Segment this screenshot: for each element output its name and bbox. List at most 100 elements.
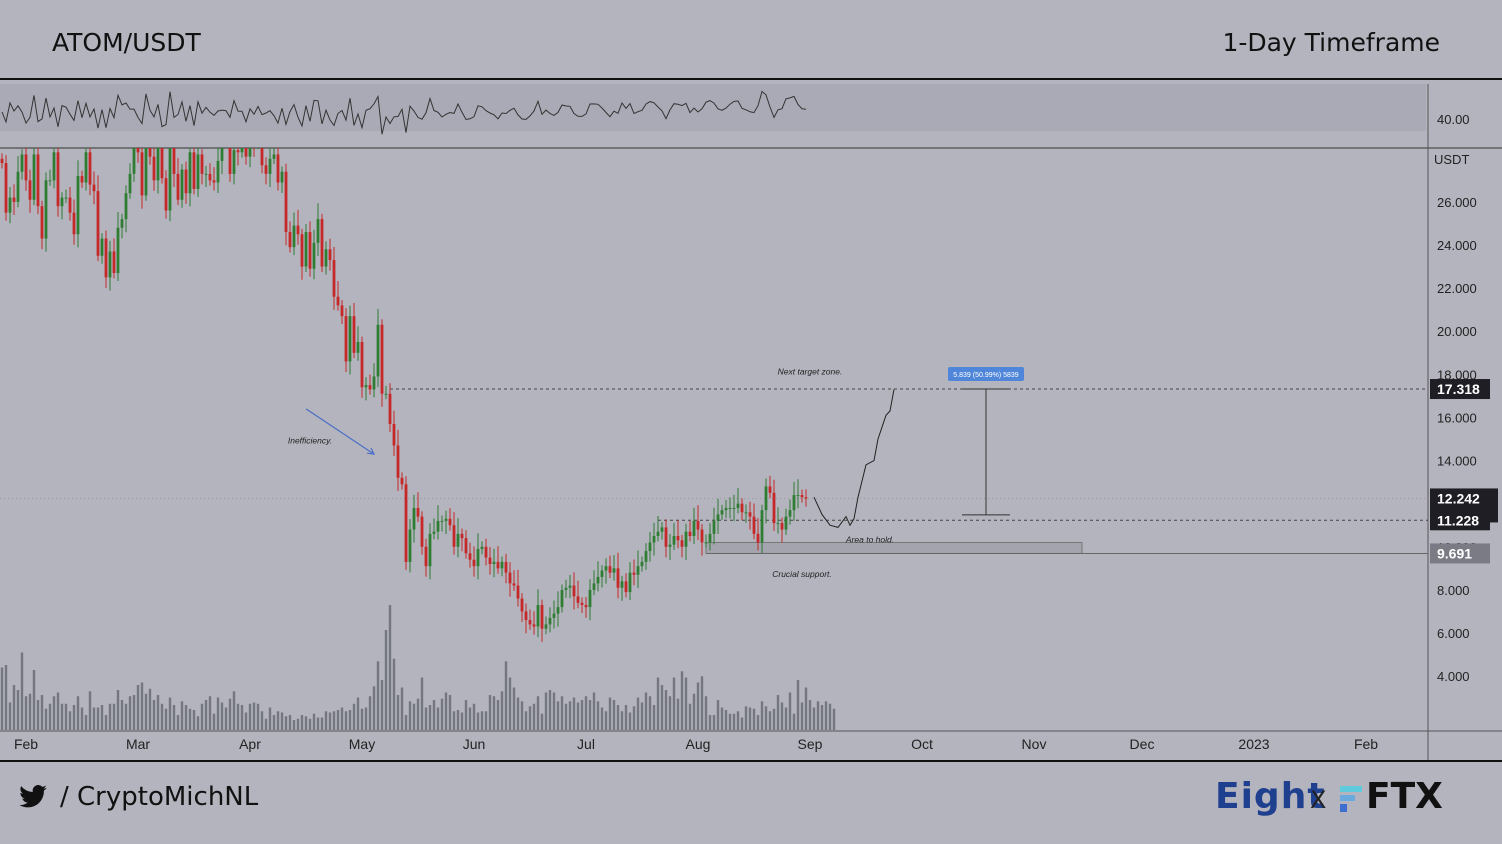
candle-body <box>720 510 724 515</box>
volume-bar <box>796 680 800 730</box>
volume-bar <box>512 687 516 730</box>
volume-bar <box>248 703 252 730</box>
candle-body <box>752 516 756 534</box>
volume-bar <box>596 701 600 730</box>
candle-body <box>452 525 456 547</box>
volume-bar <box>560 696 564 730</box>
candle-body <box>368 385 372 390</box>
volume-bar <box>680 671 684 730</box>
footer-divider <box>0 760 1502 762</box>
volume-bar <box>232 691 236 730</box>
candle-body <box>780 523 784 530</box>
volume-bar <box>236 703 240 730</box>
volume-bar <box>772 708 776 730</box>
candle-body <box>72 212 76 235</box>
volume-bar <box>312 713 316 730</box>
candle-body <box>244 148 248 157</box>
volume-bar <box>80 707 84 730</box>
volume-bar <box>352 703 356 730</box>
candle-body <box>660 527 664 532</box>
candle-body <box>472 559 476 567</box>
volume-bar <box>476 712 480 730</box>
candle-body <box>624 581 628 593</box>
candle-body <box>564 587 568 590</box>
volume-bar <box>276 711 280 730</box>
volume-bar <box>584 696 588 730</box>
candle-body <box>612 568 616 573</box>
volume-bar <box>356 697 360 730</box>
candle-body <box>444 518 448 521</box>
candle-body <box>684 531 688 547</box>
volume-bar <box>784 707 788 730</box>
volume-bar <box>640 702 644 730</box>
annotation-label: Crucial support. <box>772 569 832 579</box>
volume-bar <box>668 696 672 730</box>
volume-bar <box>288 715 292 730</box>
volume-bar <box>496 700 500 730</box>
volume-bar <box>192 710 196 730</box>
volume-bar <box>568 701 572 730</box>
candle-body <box>484 546 488 558</box>
volume-bar <box>40 695 44 730</box>
volume-bar <box>64 703 68 730</box>
volume-bar <box>544 692 548 730</box>
volume-bar <box>832 708 836 730</box>
candle-body <box>648 542 652 552</box>
candle-body <box>804 497 808 499</box>
candle-body <box>132 148 136 174</box>
candle-body <box>536 604 540 627</box>
volume-bar <box>600 707 604 730</box>
candle-body <box>516 585 520 599</box>
volume-bar <box>632 706 636 730</box>
volume-bar <box>444 692 448 730</box>
volume-bar <box>304 716 308 730</box>
candle-body <box>312 242 316 269</box>
candle-body <box>372 376 376 390</box>
candle-body <box>628 572 632 593</box>
ftx-logo-icon <box>1340 786 1362 812</box>
volume-bar <box>76 696 80 730</box>
volume-bar <box>768 711 772 730</box>
candle-body <box>384 393 388 395</box>
candle-body <box>8 197 12 213</box>
y-tick-label: 24.000 <box>1437 238 1477 253</box>
candle-body <box>40 206 44 239</box>
volume-bar <box>308 718 312 730</box>
candle-body <box>748 512 752 517</box>
candle-body <box>496 561 500 569</box>
volume-bar <box>732 713 736 730</box>
volume-bar <box>628 712 632 730</box>
candle-body <box>512 583 516 586</box>
candlestick-chart[interactable]: 40.00USDT4.0006.0008.00010.00012.00014.0… <box>0 80 1502 760</box>
volume-bar <box>372 686 376 730</box>
volume-bar <box>764 706 768 730</box>
candle-body <box>608 566 612 573</box>
candle-body <box>556 607 560 614</box>
volume-bar <box>268 707 272 730</box>
candle-body <box>112 251 116 274</box>
volume-bar <box>136 685 140 730</box>
candle-body <box>580 602 584 605</box>
volume-bar <box>812 707 816 730</box>
volume-bar <box>124 703 128 730</box>
candle-body <box>340 305 344 317</box>
candle-body <box>592 583 596 590</box>
candle-body <box>756 533 760 543</box>
volume-bar <box>524 711 528 730</box>
volume-bar <box>752 708 756 730</box>
candle-body <box>348 316 352 362</box>
candle-body <box>48 180 52 182</box>
candle-body <box>64 197 68 199</box>
candle-body <box>380 324 384 394</box>
candle-body <box>44 180 48 239</box>
volume-bar <box>272 715 276 730</box>
volume-bar <box>424 707 428 730</box>
volume-bar <box>200 703 204 730</box>
candle-body <box>184 169 188 194</box>
y-tick-label: 6.000 <box>1437 626 1470 641</box>
volume-bar <box>84 715 88 730</box>
volume-bar <box>328 712 332 730</box>
volume-bar <box>656 677 660 730</box>
candle-body <box>416 507 420 517</box>
candle-body <box>308 232 312 269</box>
